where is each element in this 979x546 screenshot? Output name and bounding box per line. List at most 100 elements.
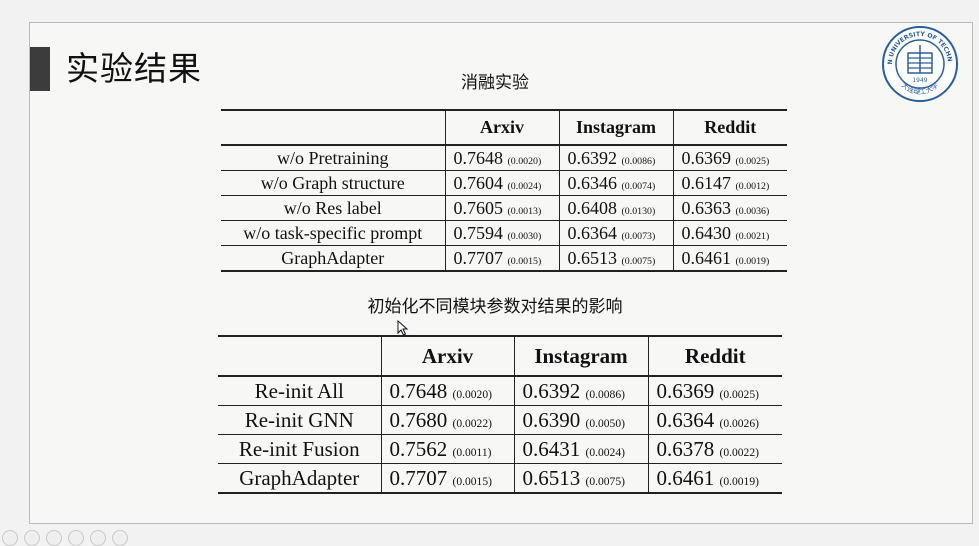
cell-std: (0.0086) xyxy=(621,155,656,167)
cell-value: 0.7648 xyxy=(389,378,448,403)
cell-std: (0.0086) xyxy=(585,388,625,401)
cell-std: (0.0025) xyxy=(719,388,759,401)
reinit-caption: 初始化不同模块参数对结果的影响 xyxy=(367,297,623,317)
column-header: Arxiv xyxy=(380,335,514,377)
cell-std: (0.0022) xyxy=(719,446,759,459)
cell: 0.6392 (0.0086) xyxy=(558,145,673,171)
cell-std: (0.0073) xyxy=(621,230,656,242)
cell-std: (0.0019) xyxy=(719,475,759,488)
cell-std: (0.0075) xyxy=(621,255,656,267)
cell-std: (0.0075) xyxy=(585,475,625,488)
cell-value: 0.6369 xyxy=(681,147,732,168)
cell: 0.6378 (0.0022) xyxy=(647,434,782,464)
cell-value: 0.6513 xyxy=(522,465,581,490)
cell-std: (0.0015) xyxy=(507,255,542,267)
column-header: Reddit xyxy=(672,109,787,146)
ablation-caption: 消融实验 xyxy=(461,73,529,93)
slide: 实验结果 DALIAN UNIVERSITY OF TECHNOLOGY 大连理… xyxy=(29,22,973,524)
cell: 0.6346 (0.0074) xyxy=(558,170,673,196)
cell-value: 0.6461 xyxy=(656,465,715,490)
cell-std: (0.0015) xyxy=(452,475,492,488)
cell-std: (0.0030) xyxy=(507,230,542,242)
cell-std: (0.0025) xyxy=(735,155,770,167)
row-label: w/o Graph structure xyxy=(221,170,445,196)
cell: 0.6369 (0.0025) xyxy=(672,145,787,171)
cell-std: (0.0013) xyxy=(507,205,542,217)
cell-value: 0.7707 xyxy=(453,247,504,268)
cell-value: 0.6392 xyxy=(522,378,581,403)
cell-std: (0.0026) xyxy=(719,417,759,430)
cell: 0.6390 (0.0050) xyxy=(513,405,648,435)
cell-std: (0.0020) xyxy=(507,155,542,167)
cell-std: (0.0130) xyxy=(621,205,656,217)
cell-value: 0.6147 xyxy=(681,172,732,193)
cell-std: (0.0074) xyxy=(621,180,656,192)
cell-value: 0.6390 xyxy=(522,407,581,432)
cell-std: (0.0024) xyxy=(585,446,625,459)
university-logo: DALIAN UNIVERSITY OF TECHNOLOGY 大连理工大学 1… xyxy=(881,25,958,102)
cell-std: (0.0036) xyxy=(735,205,770,217)
cell-value: 0.6513 xyxy=(567,247,618,268)
slideshow-controls xyxy=(2,530,128,546)
header-empty xyxy=(221,109,445,146)
column-header: Arxiv xyxy=(444,109,559,146)
cell-std: (0.0050) xyxy=(585,417,625,430)
cell: 0.6364 (0.0073) xyxy=(558,220,673,246)
column-header: Instagram xyxy=(513,335,648,377)
cell: 0.6430 (0.0021) xyxy=(672,220,787,246)
cell: 0.6461 (0.0019) xyxy=(672,245,787,272)
cell-std: (0.0019) xyxy=(735,255,770,267)
row-label: Re-init Fusion xyxy=(218,434,381,464)
cell-value: 0.7648 xyxy=(453,147,504,168)
cell-std: (0.0011) xyxy=(452,446,492,459)
cell-value: 0.6392 xyxy=(567,147,618,168)
cell-value: 0.7594 xyxy=(453,222,504,243)
cell: 0.6392 (0.0086) xyxy=(513,376,648,406)
cell-value: 0.6363 xyxy=(681,197,732,218)
control-dot-icon[interactable] xyxy=(112,530,128,546)
cell: 0.7562 (0.0011) xyxy=(380,434,514,464)
cell-value: 0.7562 xyxy=(389,436,448,461)
cell: 0.7648 (0.0020) xyxy=(444,145,559,171)
control-dot-icon[interactable] xyxy=(46,530,62,546)
title-accent-bar xyxy=(30,47,50,91)
cell-value: 0.6346 xyxy=(567,172,618,193)
cell: 0.6363 (0.0036) xyxy=(672,195,787,221)
control-dot-icon[interactable] xyxy=(90,530,106,546)
cell-value: 0.7707 xyxy=(389,465,448,490)
cell: 0.6513 (0.0075) xyxy=(513,463,648,494)
cell-std: (0.0012) xyxy=(735,180,770,192)
column-header: Reddit xyxy=(647,335,782,377)
column-header: Instagram xyxy=(558,109,673,146)
table-header-row: Arxiv Instagram Reddit xyxy=(221,109,787,146)
cell-value: 0.6408 xyxy=(567,197,618,218)
control-dot-icon[interactable] xyxy=(2,530,18,546)
row-label: GraphAdapter xyxy=(218,463,381,494)
control-dot-icon[interactable] xyxy=(68,530,84,546)
row-label: w/o Res label xyxy=(221,195,445,221)
cell-std: (0.0021) xyxy=(735,230,770,242)
row-label: w/o Pretraining xyxy=(221,145,445,171)
cell-value: 0.6364 xyxy=(567,222,618,243)
cell: 0.6431 (0.0024) xyxy=(513,434,648,464)
cell-std: (0.0022) xyxy=(452,417,492,430)
row-label: GraphAdapter xyxy=(221,245,445,272)
cell-value: 0.6378 xyxy=(656,436,715,461)
cell: 0.7648 (0.0020) xyxy=(380,376,514,406)
cell: 0.7680 (0.0022) xyxy=(380,405,514,435)
mouse-cursor-icon xyxy=(397,320,409,336)
cell: 0.6364 (0.0026) xyxy=(647,405,782,435)
cell-std: (0.0024) xyxy=(507,180,542,192)
cell: 0.6369 (0.0025) xyxy=(647,376,782,406)
slide-title: 实验结果 xyxy=(66,49,202,88)
control-dot-icon[interactable] xyxy=(24,530,40,546)
cell-value: 0.6461 xyxy=(681,247,732,268)
cell-value: 0.7680 xyxy=(389,407,448,432)
cell-value: 0.6430 xyxy=(681,222,732,243)
header-empty xyxy=(218,335,381,377)
cell: 0.6408 (0.0130) xyxy=(558,195,673,221)
ablation-table: Arxiv Instagram Reddit w/o Pretraining 0.… xyxy=(221,109,787,272)
cell-value: 0.7604 xyxy=(453,172,504,193)
cell-value: 0.7605 xyxy=(453,197,504,218)
row-label: Re-init GNN xyxy=(218,405,381,435)
